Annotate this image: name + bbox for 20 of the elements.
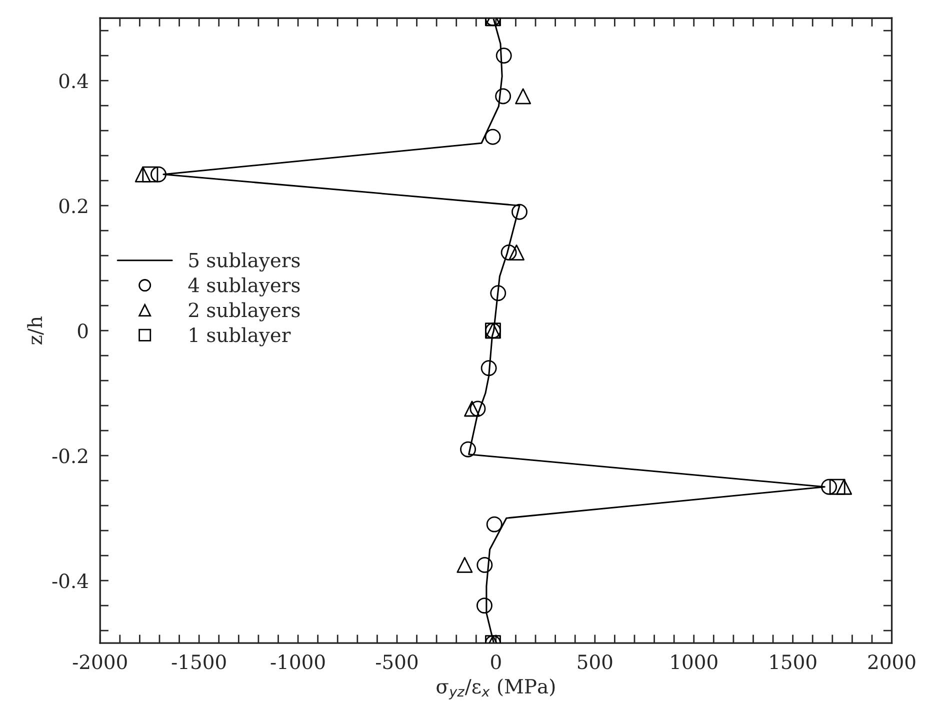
legend-label: 5 sublayers — [189, 252, 300, 272]
x-tick-label: -1000 — [270, 654, 325, 670]
x-tick-label: -500 — [376, 654, 418, 670]
y-tick-label: 0.4 — [59, 74, 88, 88]
x-tick-label: -2000 — [72, 654, 127, 670]
y-axis-title: z/h — [27, 316, 44, 344]
y-tick-label: 0 — [78, 324, 88, 338]
legend-label: 2 sublayers — [188, 302, 300, 322]
x-tick-label: -1500 — [172, 654, 226, 670]
x-tick-label: 500 — [578, 654, 612, 670]
x-tick-label: 0 — [491, 654, 501, 670]
y-tick-label: 0.2 — [59, 198, 88, 214]
x-tick-label: 1500 — [770, 654, 816, 670]
legend-label: 4 sublayers — [188, 277, 300, 296]
y-tick-label: -0.2 — [52, 448, 88, 464]
x-axis-title: σ$_{yz}$/ε$_{x}$ (MPa) — [436, 678, 555, 700]
x-tick-label: 2000 — [868, 654, 916, 670]
y-tick-label: -0.4 — [52, 574, 88, 588]
legend-label: 1 sublayer — [190, 327, 291, 346]
x-tick-label: 1000 — [671, 654, 718, 670]
